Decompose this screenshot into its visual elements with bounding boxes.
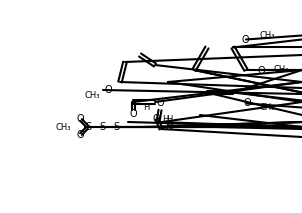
Text: N: N: [165, 122, 173, 132]
Text: CH₃: CH₃: [259, 31, 275, 40]
Text: H: H: [162, 115, 168, 124]
Text: O: O: [104, 85, 112, 95]
Text: O: O: [76, 130, 84, 140]
Text: O: O: [152, 114, 160, 124]
Text: S: S: [85, 122, 91, 132]
Text: CH₃: CH₃: [84, 92, 100, 101]
Text: H: H: [166, 115, 172, 124]
Text: H: H: [144, 104, 150, 112]
Text: S: S: [113, 122, 119, 132]
Text: N: N: [167, 120, 175, 130]
Text: CH₃: CH₃: [55, 122, 71, 131]
Text: O: O: [129, 109, 137, 119]
Text: O: O: [243, 98, 251, 108]
Text: O: O: [257, 66, 265, 76]
Text: O: O: [242, 36, 250, 46]
Text: CH₃: CH₃: [260, 103, 275, 112]
Text: S: S: [99, 122, 105, 132]
Text: CH₃: CH₃: [274, 66, 290, 75]
Text: O: O: [76, 114, 84, 124]
Text: O: O: [156, 98, 164, 108]
